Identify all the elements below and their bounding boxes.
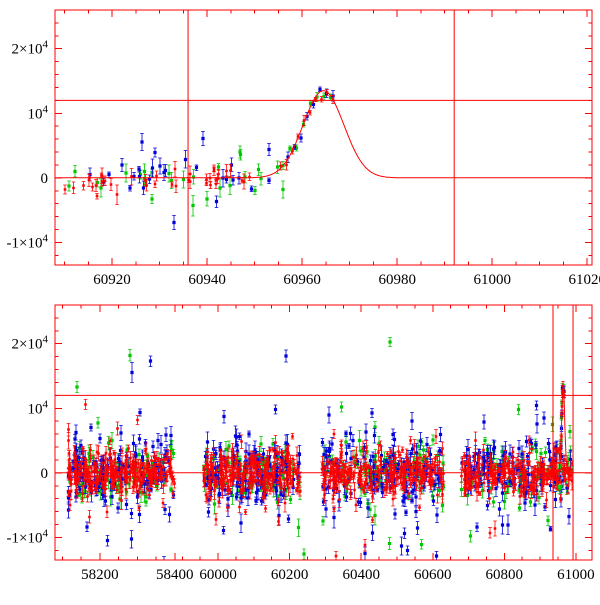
bottom-axis-ticks	[55, 304, 592, 560]
tspan-shape: 4	[43, 398, 49, 410]
y-tick-label: 104	[28, 103, 49, 122]
bottom-panel: 58200 58400 60000 60200 60400 60600 60800 61000…	[7, 304, 595, 583]
x-tick-label: 60200	[271, 567, 309, 583]
y-tick-label: 0	[41, 171, 49, 187]
x-tick-label: 60940	[188, 272, 226, 288]
bottom-data-layer	[55, 337, 592, 560]
green-points	[67, 340, 574, 556]
y-tick-label: 2×104	[12, 334, 49, 353]
x-tick-label: 61000	[473, 272, 511, 288]
bottom-axis-labels: 58200 58400 60000 60200 60400 60600 60800 61000…	[7, 334, 595, 583]
top-data-layer	[55, 86, 592, 230]
x-tick-label: 60960	[283, 272, 321, 288]
tspan-shape: 4	[43, 232, 49, 244]
x-tick-label: 61000	[557, 567, 595, 583]
red-points	[67, 384, 574, 558]
model-curve	[55, 90, 592, 179]
top-axis-ticks	[55, 9, 592, 265]
y-tick-label: 0	[41, 466, 49, 482]
x-tick-label: 61020	[568, 272, 600, 288]
axes-frame	[54, 304, 593, 561]
tspan-shape: 0	[41, 466, 49, 482]
tspan-shape: 10	[28, 401, 43, 417]
x-tick-label: 60000	[199, 567, 237, 583]
tspan-shape: 4	[43, 103, 49, 115]
x-tick-label: 58200	[81, 567, 119, 583]
blue-error-bars	[88, 86, 335, 230]
tspan-shape: -1×10	[7, 530, 43, 546]
x-tick-label: 60600	[414, 567, 452, 583]
axes-frame	[54, 9, 593, 266]
tspan-shape: 0	[41, 171, 49, 187]
blue-points	[66, 354, 573, 558]
tspan-shape: 4	[43, 39, 49, 51]
top-panel: 6092060940609606098061000610202×1041040-…	[7, 9, 600, 288]
y-tick-label: -1×104	[7, 232, 49, 251]
x-tick-label: 60920	[93, 272, 131, 288]
tspan-shape: 10	[28, 106, 43, 122]
tspan-shape: 4	[43, 527, 49, 539]
y-tick-label: -1×104	[7, 527, 49, 546]
y-tick-label: 104	[28, 398, 49, 417]
x-tick-label: 60980	[378, 272, 416, 288]
model-curve	[55, 385, 592, 474]
x-tick-label: 58400	[156, 567, 194, 583]
tspan-shape: -1×10	[7, 235, 43, 251]
green-error-bars	[67, 337, 574, 560]
tspan-shape: 2×10	[12, 42, 43, 58]
blue-points	[88, 87, 335, 225]
top-axis-labels: 6092060940609606098061000610202×1041040-…	[7, 39, 600, 288]
x-tick-label: 60400	[342, 567, 380, 583]
y-tick-label: 2×104	[12, 39, 49, 58]
tspan-shape: 4	[43, 334, 49, 346]
x-tick-label: 60800	[486, 567, 524, 583]
tspan-shape: 2×10	[12, 337, 43, 353]
